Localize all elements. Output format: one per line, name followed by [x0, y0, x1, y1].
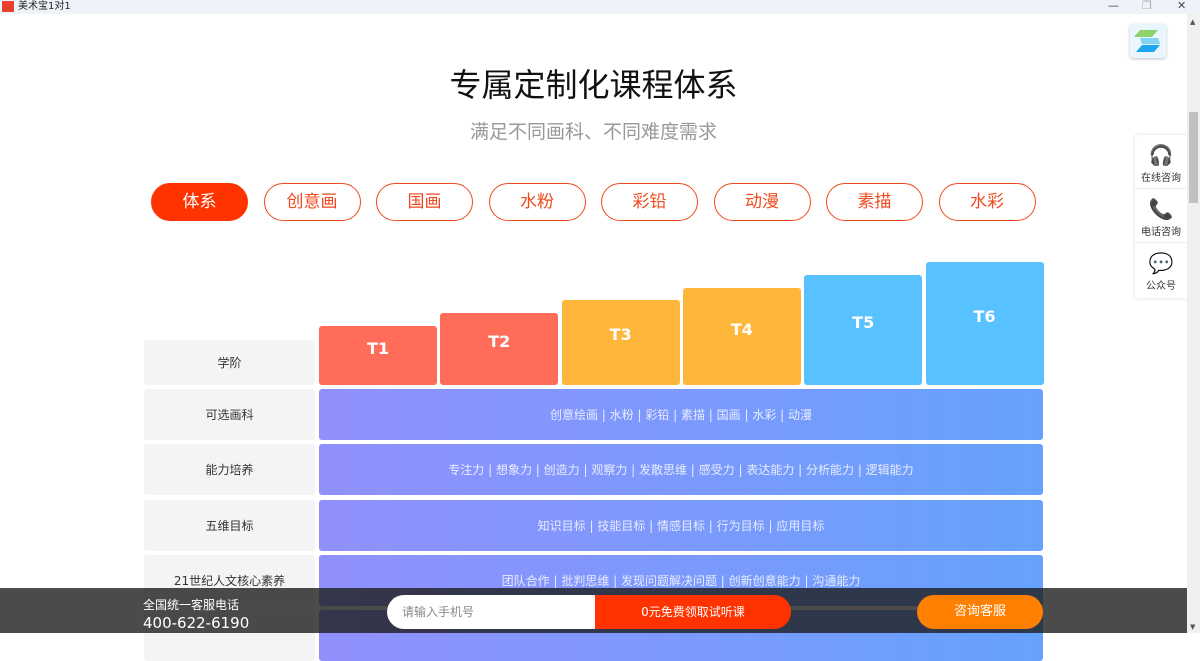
tab-4[interactable]: 彩铅	[601, 183, 698, 221]
tab-2[interactable]: 国画	[376, 183, 473, 221]
row-value: 知识目标 | 技能目标 | 情感目标 | 行为目标 | 应用目标	[319, 500, 1043, 551]
stage-step-t2: T2	[440, 313, 559, 385]
close-button[interactable]: ✕	[1177, 0, 1187, 12]
stage-step-t4: T4	[682, 287, 801, 385]
headset-icon: 🎧	[1148, 143, 1174, 167]
stage-step-t6: T6	[925, 262, 1044, 385]
hotline-number: 400-622-6190	[143, 614, 250, 632]
tab-0[interactable]: 体系	[151, 183, 248, 221]
free-trial-button[interactable]: 0元免费领取试听课	[595, 595, 791, 629]
scroll-down-icon[interactable]: ▼	[1190, 623, 1196, 631]
scroll-up-icon[interactable]: ▲	[1190, 18, 1196, 26]
phone-consult-button[interactable]: 📞 电话咨询	[1135, 189, 1187, 243]
online-consult-label: 在线咨询	[1141, 173, 1181, 184]
row-label: 可选画科	[144, 389, 315, 440]
stage-label: 学阶	[144, 340, 315, 385]
tab-3[interactable]: 水粉	[488, 183, 586, 221]
window-title: 美术宝1对1	[18, 1, 71, 12]
row-value: 专注力 | 想象力 | 创造力 | 观察力 | 发散思维 | 感受力 | 表达能…	[319, 444, 1043, 495]
page-title: 专属定制化课程体系	[449, 66, 738, 104]
tab-7[interactable]: 水彩	[938, 183, 1036, 221]
wechat-button[interactable]: 💬 公众号	[1135, 243, 1187, 297]
bottom-signup-bar: 全国统一客服电话 400-622-6190 0元免费领取试听课 咨询客服	[0, 588, 1187, 633]
tab-6[interactable]: 素描	[826, 183, 923, 221]
wechat-icon: 💬	[1148, 251, 1174, 275]
app-shortcut-icon[interactable]	[1130, 24, 1166, 58]
phone-icon: 📞	[1148, 197, 1174, 221]
stage-step-t1: T1	[319, 326, 437, 385]
phone-consult-label: 电话咨询	[1141, 227, 1181, 238]
stage-step-t3: T3	[561, 300, 680, 385]
tab-5[interactable]: 动漫	[713, 183, 811, 221]
page-subtitle: 满足不同画科、不同难度需求	[469, 121, 717, 143]
phone-input[interactable]	[387, 595, 597, 629]
consult-button[interactable]: 咨询客服	[917, 595, 1043, 629]
app-logo-icon	[2, 1, 14, 12]
restore-button[interactable]: ❐	[1142, 0, 1152, 12]
hotline-label: 全国统一客服电话	[143, 598, 240, 612]
stage-step-t5: T5	[804, 274, 923, 385]
wechat-label: 公众号	[1146, 281, 1176, 292]
scrollbar[interactable]: ▲ ▼	[1187, 14, 1200, 633]
row-label: 五维目标	[144, 500, 315, 551]
row-value: 创意绘画 | 水粉 | 彩铅 | 素描 | 国画 | 水彩 | 动漫	[319, 389, 1043, 440]
minimize-button[interactable]: —	[1108, 0, 1119, 12]
scrollbar-thumb[interactable]	[1189, 112, 1198, 203]
title-bar: 美术宝1对1 — ❐ ✕	[0, 0, 1200, 14]
tab-1[interactable]: 创意画	[263, 183, 361, 221]
row-label: 能力培养	[144, 444, 315, 495]
side-contact-panel: 🎧 在线咨询 📞 电话咨询 💬 公众号	[1135, 135, 1187, 298]
online-consult-button[interactable]: 🎧 在线咨询	[1135, 135, 1187, 189]
